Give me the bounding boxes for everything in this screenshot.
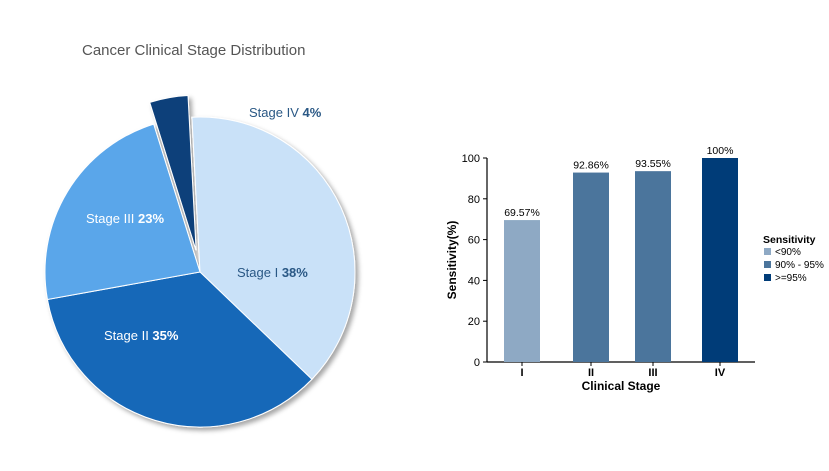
pie-label-percent: 23% xyxy=(138,211,164,226)
bar-data-label: 69.57% xyxy=(504,207,540,219)
legend-swatch xyxy=(764,274,771,281)
y-tick-label: 100 xyxy=(462,153,480,165)
pie-label-stage-i: Stage I 38% xyxy=(237,265,308,280)
x-tick-label: III xyxy=(648,367,657,379)
pie-label-stage-iv: Stage IV 4% xyxy=(249,105,322,120)
pie-label-stage-ii: Stage II 35% xyxy=(104,328,179,343)
pie-chart-title: Cancer Clinical Stage Distribution xyxy=(82,42,306,59)
legend-swatch xyxy=(764,248,771,255)
bar-stage-i xyxy=(504,220,540,362)
pie-label-percent: 35% xyxy=(152,328,178,343)
bar-data-label: 93.55% xyxy=(635,158,671,170)
pie-label-stage: Stage II xyxy=(104,328,152,343)
pie-slice-stage-i xyxy=(191,116,356,380)
pie-slice-stage-iii xyxy=(44,123,201,301)
legend-swatch xyxy=(764,261,771,268)
y-tick-label: 40 xyxy=(468,275,480,287)
bar-stage-iii xyxy=(635,171,671,362)
legend-entry-label: >=95% xyxy=(775,273,807,284)
legend-entry-label: 90% - 95% xyxy=(775,260,824,271)
y-tick-label: 0 xyxy=(474,357,480,369)
y-tick-label: 80 xyxy=(468,194,480,206)
y-tick-label: 60 xyxy=(468,235,480,247)
x-tick-label: IV xyxy=(715,367,726,379)
legend-entry-label: <90% xyxy=(775,247,801,258)
legend-title: Sensitivity xyxy=(763,234,816,246)
bar-stage-iv xyxy=(702,158,738,362)
x-axis-label: Clinical Stage xyxy=(582,379,661,393)
pie-slice-stage-ii xyxy=(46,271,313,428)
y-tick-label: 20 xyxy=(468,316,480,328)
x-tick-label: II xyxy=(588,367,594,379)
pie-label-stage: Stage IV xyxy=(249,105,302,120)
pie-label-percent: 38% xyxy=(282,265,308,280)
y-axis-label: Sensitivity(%) xyxy=(445,221,459,300)
bar-stage-ii xyxy=(573,172,609,362)
x-tick-label: I xyxy=(520,367,523,379)
pie-label-stage: Stage III xyxy=(86,211,138,226)
pie-label-stage-iii: Stage III 23% xyxy=(86,211,165,226)
pie-slice-stage-iv xyxy=(149,95,197,251)
pie-label-stage: Stage I xyxy=(237,265,282,280)
bar-data-label: 92.86% xyxy=(573,160,609,172)
bar-data-label: 100% xyxy=(707,145,734,157)
pie-label-percent: 4% xyxy=(302,105,321,120)
